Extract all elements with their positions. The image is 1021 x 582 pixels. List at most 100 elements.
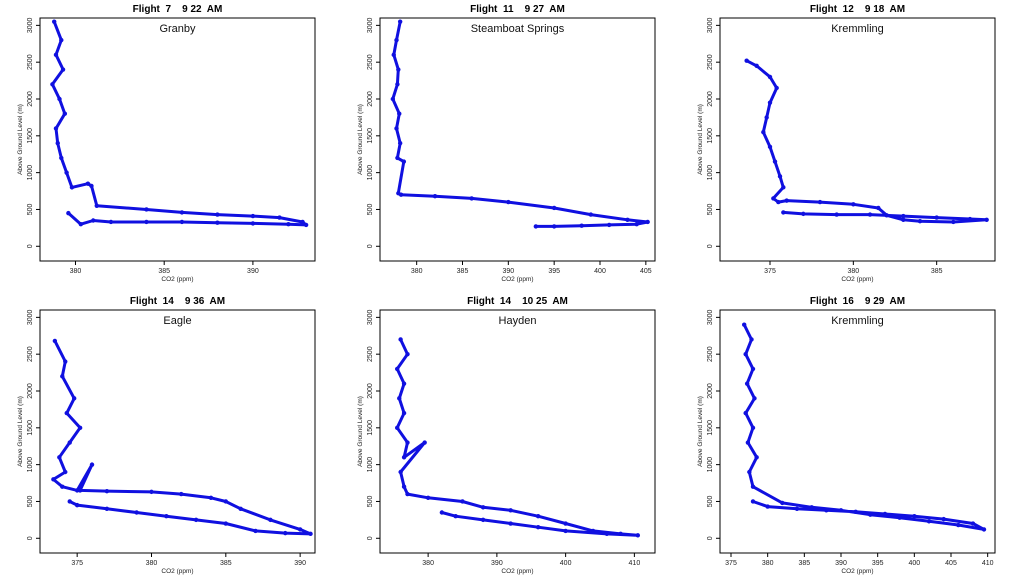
y-tick-label: 2000 bbox=[27, 91, 34, 107]
y-tick-label: 1000 bbox=[367, 165, 374, 181]
y-tick-label: 1500 bbox=[707, 128, 714, 144]
data-point bbox=[405, 440, 410, 445]
data-point bbox=[970, 521, 976, 526]
data-point bbox=[144, 219, 149, 225]
data-point bbox=[77, 425, 83, 431]
data-point bbox=[781, 185, 786, 190]
chart-title: Flight 14 10 25 AM bbox=[467, 296, 568, 307]
x-tick-label: 390 bbox=[835, 560, 847, 567]
data-point bbox=[394, 37, 399, 43]
data-point bbox=[563, 528, 568, 534]
data-point bbox=[439, 510, 445, 515]
plot-frame bbox=[379, 17, 656, 262]
y-tick-label: 500 bbox=[27, 204, 34, 216]
data-point bbox=[774, 85, 779, 91]
data-point bbox=[912, 513, 917, 519]
data-point bbox=[508, 508, 513, 513]
data-point bbox=[838, 508, 844, 513]
data-point bbox=[934, 215, 939, 220]
data-point bbox=[635, 533, 641, 538]
y-tick-label: 0 bbox=[367, 536, 374, 540]
data-point bbox=[897, 515, 902, 520]
co2-profile-line bbox=[51, 339, 312, 536]
y-tick-label: 3000 bbox=[707, 17, 714, 33]
data-point bbox=[508, 521, 513, 526]
y-axis-label: Above Ground Level (m) bbox=[357, 104, 364, 175]
data-point bbox=[618, 531, 623, 537]
x-tick-label: 380 bbox=[411, 268, 423, 275]
data-point bbox=[59, 37, 64, 43]
x-tick-label: 375 bbox=[71, 560, 83, 567]
data-point bbox=[67, 499, 72, 504]
data-point bbox=[64, 410, 69, 416]
data-point bbox=[55, 140, 60, 146]
data-point bbox=[767, 100, 773, 105]
x-tick-label: 385 bbox=[158, 268, 170, 275]
y-tick-label: 3000 bbox=[707, 309, 714, 325]
data-point bbox=[401, 381, 407, 386]
x-axis-label: CO2 (ppm) bbox=[501, 568, 533, 575]
y-axis-label: Above Ground Level (m) bbox=[697, 396, 704, 467]
data-point bbox=[432, 194, 438, 199]
data-point bbox=[767, 144, 773, 150]
data-point bbox=[193, 517, 199, 523]
data-point bbox=[179, 491, 184, 497]
y-tick-label: 0 bbox=[707, 536, 714, 540]
data-point bbox=[69, 185, 75, 190]
data-point bbox=[809, 505, 814, 510]
data-point bbox=[590, 528, 596, 534]
data-point bbox=[817, 199, 823, 205]
x-tick-label: 395 bbox=[548, 268, 560, 275]
x-tick-label: 405 bbox=[640, 268, 652, 275]
data-point bbox=[422, 440, 427, 445]
data-point bbox=[401, 410, 407, 416]
data-point bbox=[67, 440, 72, 445]
y-tick-label: 2500 bbox=[27, 54, 34, 70]
co2-profile-line bbox=[745, 59, 989, 224]
chart-title: Flight 12 9 18 AM bbox=[810, 4, 905, 15]
y-tick-label: 2500 bbox=[27, 346, 34, 362]
data-point bbox=[876, 205, 881, 211]
data-point bbox=[164, 513, 169, 519]
data-point bbox=[784, 198, 789, 203]
data-point bbox=[754, 455, 759, 460]
data-point bbox=[250, 221, 256, 226]
y-tick-label: 500 bbox=[367, 496, 374, 508]
y-tick-label: 3000 bbox=[27, 17, 34, 33]
data-point bbox=[89, 462, 95, 467]
data-point bbox=[453, 513, 458, 519]
y-tick-label: 500 bbox=[367, 204, 374, 216]
data-point bbox=[303, 222, 309, 228]
data-point bbox=[60, 484, 65, 489]
data-point bbox=[882, 511, 888, 517]
y-tick-label: 2000 bbox=[27, 383, 34, 399]
y-tick-label: 500 bbox=[707, 496, 714, 508]
data-point bbox=[395, 155, 400, 161]
y-tick-label: 2500 bbox=[707, 346, 714, 362]
x-tick-label: 380 bbox=[146, 560, 158, 567]
co2-profile-line bbox=[391, 20, 650, 228]
data-point bbox=[268, 517, 273, 523]
x-axis-label: CO2 (ppm) bbox=[841, 276, 873, 283]
data-point bbox=[74, 502, 80, 508]
plot-frame bbox=[719, 309, 996, 554]
x-tick-label: 375 bbox=[725, 560, 737, 567]
data-point bbox=[794, 506, 800, 512]
data-point bbox=[764, 115, 769, 120]
data-point bbox=[394, 126, 399, 131]
chart-svg: Flight 7 9 22 AM Granby 380 385 390 0 500 1000 1… bbox=[17, 4, 316, 283]
data-point bbox=[89, 183, 94, 189]
data-point bbox=[53, 126, 59, 131]
data-point bbox=[51, 19, 57, 24]
data-point bbox=[179, 219, 185, 225]
data-point bbox=[398, 337, 403, 342]
chart-panel: Flight 11 9 27 AM Steamboat Springs 380 385… bbox=[340, 0, 675, 290]
x-tick-label: 385 bbox=[798, 560, 810, 567]
data-point bbox=[53, 52, 59, 58]
data-point bbox=[853, 509, 858, 514]
data-point bbox=[396, 67, 401, 72]
plot-frame bbox=[39, 309, 316, 554]
x-tick-label: 385 bbox=[457, 268, 469, 275]
data-point bbox=[551, 205, 557, 211]
